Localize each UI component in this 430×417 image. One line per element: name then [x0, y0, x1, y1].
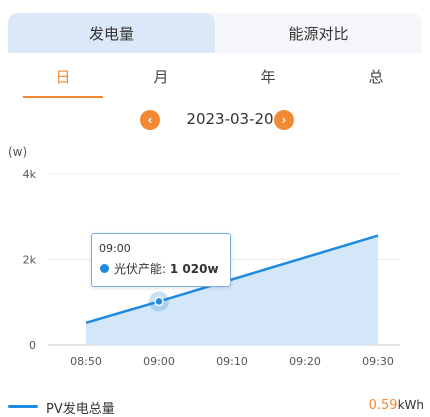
period-tabs: 日 月 年 总: [0, 60, 430, 100]
tooltip-label: 光伏产能: [114, 262, 163, 276]
y-tick-label: 4k: [23, 168, 37, 181]
date-navigator: ‹ 2023-03-20 ›: [0, 108, 430, 132]
legend-line-icon: [8, 405, 38, 408]
tooltip-series-dot: [100, 264, 109, 273]
legend-label[interactable]: PV发电总量: [46, 402, 115, 417]
tab-total[interactable]: 总: [368, 68, 384, 86]
y-axis-unit: (w): [8, 145, 27, 159]
total-value: 0.59: [368, 398, 398, 413]
series-area: [86, 235, 378, 345]
y-tick-label: 2k: [23, 254, 37, 267]
tab-day[interactable]: 日: [55, 68, 71, 86]
chart-tooltip: 09:00 光伏产能: 1 020w: [91, 233, 231, 287]
total-unit: kWh: [397, 398, 424, 412]
selected-date[interactable]: 2023-03-20: [186, 110, 274, 128]
x-tick-label: 09:10: [216, 355, 248, 368]
total-generation: 0.59kWh: [369, 398, 424, 413]
chevron-right-icon[interactable]: ›: [274, 110, 294, 130]
power-chart[interactable]: (w) 4k 2k 0 08:50 09:00 09:10 09:20 09:30: [0, 140, 430, 380]
chart-legend: PV发电总量 0.59kWh: [0, 396, 430, 417]
tooltip-time: 09:00: [99, 242, 131, 255]
active-tab-indicator: [23, 96, 103, 98]
tab-energy-comparison[interactable]: 能源对比: [288, 24, 349, 43]
tooltip-text: 光伏产能: 1 020w: [114, 262, 219, 276]
y-tick-label: 0: [29, 339, 36, 352]
x-tick-label: 09:20: [289, 355, 321, 368]
x-tick-label: 09:00: [143, 355, 175, 368]
data-point[interactable]: [154, 296, 164, 307]
tab-generation[interactable]: 发电量: [8, 13, 215, 53]
top-tabs: 发电量 能源对比: [8, 13, 422, 53]
tab-year[interactable]: 年: [260, 68, 276, 86]
x-tick-label: 08:50: [70, 355, 102, 368]
chevron-left-icon[interactable]: ‹: [140, 110, 160, 130]
x-tick-label: 09:30: [362, 355, 394, 368]
tooltip-value: 1 020w: [169, 262, 219, 276]
tab-month[interactable]: 月: [153, 68, 169, 86]
